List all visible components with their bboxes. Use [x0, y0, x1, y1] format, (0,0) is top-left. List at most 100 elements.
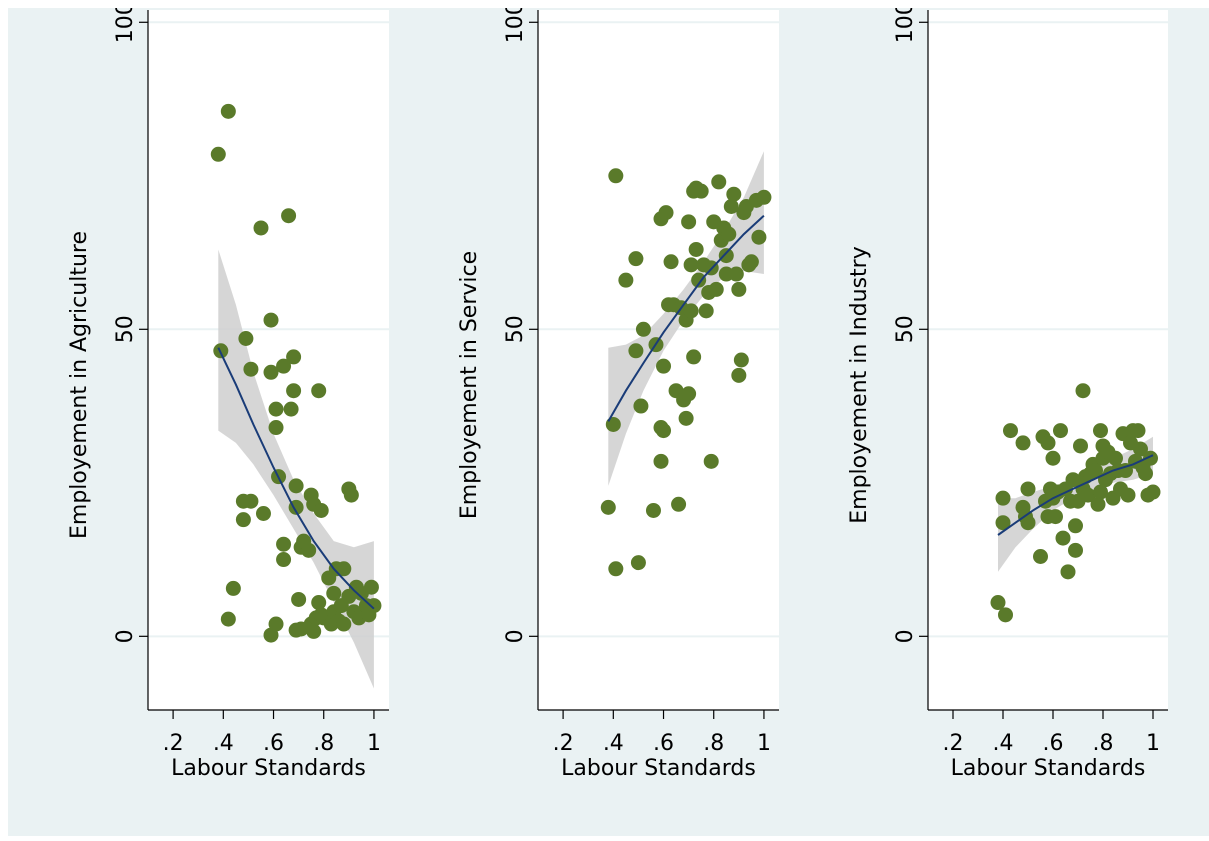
data-point — [1088, 463, 1103, 479]
data-point — [718, 248, 734, 264]
x-tick-label: .2 — [943, 731, 964, 756]
data-point — [1003, 423, 1018, 439]
x-axis-title: Labour Standards — [171, 756, 366, 781]
data-point — [731, 367, 747, 383]
x-tick-label: .2 — [163, 731, 184, 756]
data-point — [688, 241, 704, 257]
data-point — [288, 478, 304, 494]
data-point — [756, 189, 772, 205]
data-point — [1033, 548, 1048, 564]
data-point — [1118, 463, 1133, 479]
data-point — [681, 214, 697, 230]
data-point — [743, 254, 759, 270]
data-point — [681, 386, 697, 402]
data-point — [286, 383, 302, 399]
data-point — [1073, 438, 1088, 454]
data-point — [1080, 487, 1096, 503]
data-point — [703, 453, 719, 469]
data-point — [1120, 487, 1136, 503]
x-tick-label: .8 — [1093, 731, 1114, 756]
data-point — [663, 254, 679, 270]
data-point — [343, 487, 359, 503]
x-tick-label: 1 — [367, 731, 381, 756]
y-tick-label: 100 — [113, 8, 138, 43]
data-point — [698, 303, 714, 319]
data-point — [243, 493, 259, 509]
data-point — [1138, 466, 1153, 482]
data-point — [600, 499, 616, 515]
data-point — [723, 198, 739, 214]
data-point — [658, 205, 674, 221]
data-point — [721, 226, 737, 242]
data-point — [220, 103, 236, 119]
data-point — [276, 536, 292, 552]
data-point — [711, 174, 727, 190]
data-point — [363, 579, 379, 595]
data-point — [283, 401, 299, 417]
data-point — [630, 555, 646, 571]
data-point — [693, 183, 709, 199]
data-point — [286, 349, 302, 365]
data-point — [635, 321, 651, 337]
x-axis-title: Labour Standards — [561, 756, 756, 781]
data-point — [618, 272, 634, 288]
data-point — [263, 312, 279, 328]
data-point — [1075, 383, 1091, 399]
y-axis-title: Employement in Agriculture — [67, 231, 92, 539]
x-axis-title: Labour Standards — [951, 756, 1146, 781]
y-tick-label: 0 — [893, 629, 918, 643]
data-point — [995, 490, 1011, 506]
data-point — [268, 616, 284, 632]
data-point — [995, 515, 1011, 531]
data-point — [263, 364, 279, 380]
x-tick-label: .4 — [603, 731, 624, 756]
data-point — [291, 591, 307, 607]
data-point — [1053, 423, 1068, 439]
data-point — [243, 361, 259, 377]
data-point — [683, 257, 699, 273]
data-point — [683, 303, 699, 319]
data-point — [1090, 496, 1106, 512]
x-tick-label: .2 — [553, 731, 574, 756]
data-point — [1048, 509, 1063, 525]
data-point — [1020, 481, 1036, 497]
data-point — [313, 502, 329, 518]
data-point — [686, 349, 702, 365]
x-tick-label: .4 — [993, 731, 1014, 756]
y-axis-title: Employement in Service — [457, 251, 482, 519]
data-point — [220, 611, 236, 627]
data-point — [253, 220, 269, 236]
data-point — [671, 496, 687, 512]
data-point — [733, 352, 749, 368]
data-point — [656, 358, 672, 374]
x-tick-label: .6 — [263, 731, 284, 756]
data-point — [238, 331, 254, 347]
y-tick-label: 0 — [113, 629, 138, 643]
data-point — [1015, 435, 1031, 451]
x-tick-label: .6 — [653, 731, 674, 756]
data-point — [628, 251, 644, 267]
data-point — [1065, 472, 1081, 488]
data-point — [225, 580, 241, 596]
data-point — [751, 229, 767, 245]
data-point — [1093, 423, 1108, 439]
data-point — [998, 607, 1013, 623]
x-tick-label: .8 — [703, 731, 724, 756]
x-tick-label: 1 — [757, 731, 771, 756]
data-point — [1055, 530, 1071, 546]
y-tick-label: 100 — [893, 8, 918, 43]
data-point — [691, 272, 707, 288]
data-point — [1068, 542, 1083, 558]
data-point — [1108, 450, 1123, 466]
data-point — [1040, 435, 1056, 451]
data-point — [268, 401, 284, 417]
plot-area — [928, 10, 1168, 710]
data-point — [311, 595, 327, 611]
y-tick-label: 0 — [503, 629, 528, 643]
data-point — [276, 552, 292, 568]
data-point — [326, 585, 342, 601]
data-point — [1045, 450, 1061, 466]
x-tick-label: .4 — [213, 731, 234, 756]
